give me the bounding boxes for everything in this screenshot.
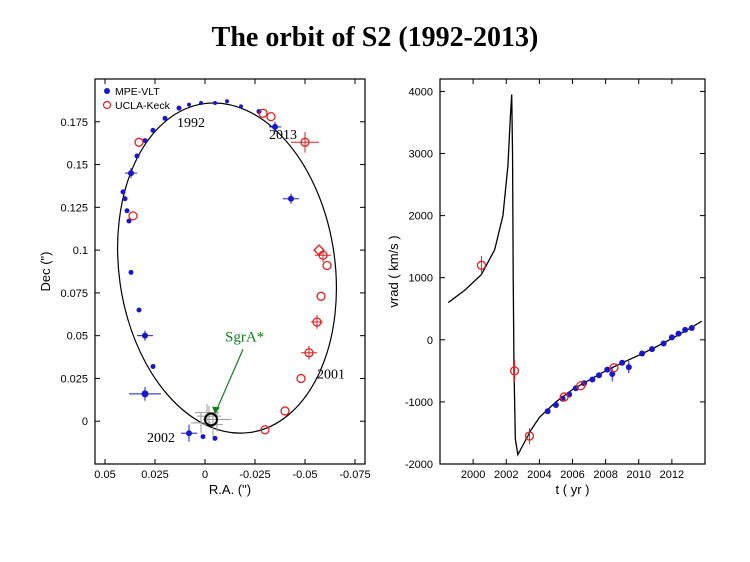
svg-text:vrad ( km/s ): vrad ( km/s ) bbox=[386, 235, 401, 307]
svg-text:Dec ("): Dec (") bbox=[38, 251, 53, 291]
svg-text:-0.05: -0.05 bbox=[292, 469, 317, 481]
svg-text:2004: 2004 bbox=[527, 469, 551, 481]
svg-text:2001: 2001 bbox=[317, 367, 345, 382]
chart-panels: 0.05 0.025 0 -0.025 -0.05 -0.075 0 0.025 0.05 0.0… bbox=[0, 64, 750, 504]
orbit-chart-svg: 0.05 0.025 0 -0.025 -0.05 -0.075 0 0.025 0.05 0.0… bbox=[30, 64, 380, 504]
svg-text:2002: 2002 bbox=[147, 431, 175, 446]
svg-text:1992: 1992 bbox=[177, 116, 205, 131]
svg-text:2008: 2008 bbox=[593, 469, 617, 481]
svg-text:UCLA-Keck: UCLA-Keck bbox=[115, 100, 171, 112]
svg-text:0.075: 0.075 bbox=[60, 288, 88, 300]
svg-text:0.1: 0.1 bbox=[73, 245, 88, 257]
velocity-chart-svg: 2000 2002 2004 2006 2008 2010 2012 -2000 -1000 0 1… bbox=[380, 64, 720, 504]
svg-text:-1000: -1000 bbox=[405, 397, 433, 409]
svg-text:4000: 4000 bbox=[409, 86, 433, 98]
svg-text:-0.025: -0.025 bbox=[239, 469, 270, 481]
svg-text:0.025: 0.025 bbox=[141, 469, 169, 481]
svg-text:-2000: -2000 bbox=[405, 459, 433, 471]
svg-text:0.025: 0.025 bbox=[60, 373, 88, 385]
velocity-chart: 2000 2002 2004 2006 2008 2010 2012 -2000 -1000 0 1… bbox=[380, 64, 720, 504]
svg-text:0.05: 0.05 bbox=[67, 331, 88, 343]
svg-text:0: 0 bbox=[427, 335, 433, 347]
svg-text:-0.075: -0.075 bbox=[339, 469, 370, 481]
orbit-chart: 0.05 0.025 0 -0.025 -0.05 -0.075 0 0.025 0.05 0.0… bbox=[30, 64, 380, 504]
svg-text:1000: 1000 bbox=[409, 273, 433, 285]
svg-text:2010: 2010 bbox=[627, 469, 651, 481]
svg-text:0.05: 0.05 bbox=[94, 469, 115, 481]
svg-text:2013: 2013 bbox=[269, 128, 297, 143]
page-title: The orbit of S2 (1992-2013) bbox=[0, 0, 750, 54]
svg-text:2006: 2006 bbox=[560, 469, 584, 481]
svg-text:MPE-VLT: MPE-VLT bbox=[115, 86, 160, 98]
svg-text:0.175: 0.175 bbox=[60, 117, 88, 129]
svg-text:2002: 2002 bbox=[494, 469, 518, 481]
svg-text:t ( yr ): t ( yr ) bbox=[556, 482, 590, 497]
svg-text:SgrA*: SgrA* bbox=[225, 329, 264, 345]
svg-text:0: 0 bbox=[82, 416, 88, 428]
svg-text:0: 0 bbox=[202, 469, 208, 481]
svg-text:2012: 2012 bbox=[660, 469, 684, 481]
svg-text:3000: 3000 bbox=[409, 149, 433, 161]
svg-text:0.125: 0.125 bbox=[60, 202, 88, 214]
svg-text:2000: 2000 bbox=[461, 469, 485, 481]
svg-text:0.15: 0.15 bbox=[67, 160, 88, 172]
svg-text:2000: 2000 bbox=[409, 211, 433, 223]
svg-text:R.A. ("): R.A. (") bbox=[209, 482, 251, 497]
